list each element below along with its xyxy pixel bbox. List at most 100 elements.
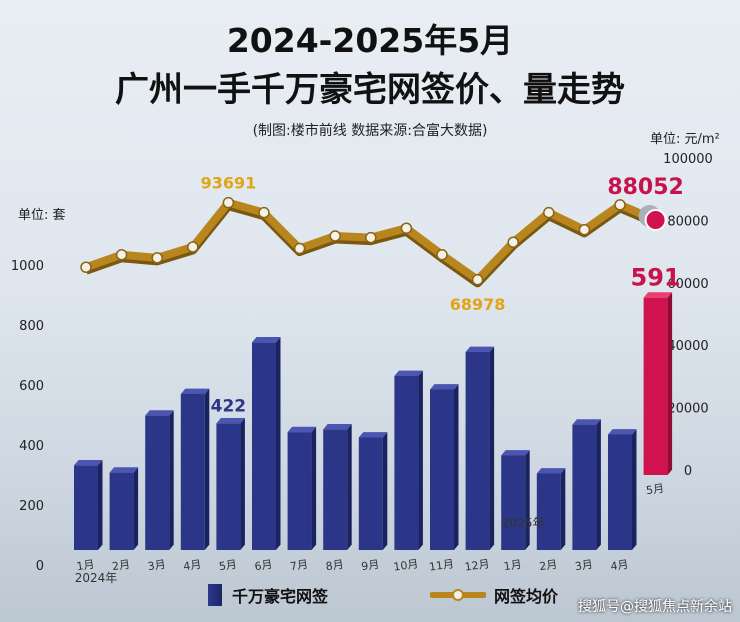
data-label: 422: [211, 396, 247, 416]
x-tick-label: 1月: [503, 558, 523, 573]
price-point: [543, 206, 555, 219]
x-tick-label: 6月: [254, 558, 274, 573]
price-point: [293, 242, 306, 255]
bar-top: [109, 467, 139, 473]
bar-top: [608, 429, 637, 435]
bar-side: [525, 450, 530, 550]
x-tick-label: 9月: [360, 558, 380, 573]
price-point: [507, 236, 519, 249]
bar: [358, 437, 383, 550]
bar: [536, 473, 561, 550]
legend-line-label: 网签均价: [494, 587, 559, 606]
bar-side: [98, 460, 103, 550]
x-tick-label: 5月: [218, 558, 238, 573]
bar: [323, 429, 348, 550]
bar-top: [216, 418, 245, 424]
bar-side: [560, 468, 566, 550]
bar: [74, 465, 98, 550]
x-tick-label: 8月: [325, 558, 345, 573]
legend-item-bar: 千万豪宅网签: [208, 583, 328, 607]
bar-side: [454, 384, 459, 550]
bar-side: [133, 467, 139, 550]
right-axis-tick: 100000: [663, 152, 713, 167]
price-point: [400, 222, 413, 234]
bar-side: [347, 424, 352, 550]
x-tick-label: 2月: [538, 558, 558, 573]
bar-side: [276, 337, 281, 550]
left-axis-tick: 800: [19, 319, 44, 334]
legend-line-swatch: [430, 589, 486, 601]
x-tick-label: 4月: [610, 558, 630, 573]
price-point: [471, 274, 484, 286]
left-axis-tick: 200: [19, 499, 44, 514]
x-tick-label: 3月: [574, 558, 594, 573]
bar-top: [323, 424, 352, 430]
bar-top: [74, 460, 103, 466]
bar-side: [311, 426, 317, 550]
bar-top: [287, 426, 317, 433]
left-axis-unit: 单位: 套: [18, 208, 66, 223]
price-point: [365, 231, 377, 244]
right-axis-tick: 0: [684, 464, 692, 479]
legend-item-line: 网签均价: [430, 583, 558, 607]
x-tick-label: 4月: [182, 558, 202, 573]
bar: [572, 424, 597, 550]
bar: [180, 394, 205, 550]
bar: [394, 376, 419, 550]
price-point-highlight: [644, 209, 667, 231]
legend-bar-swatch: [208, 584, 222, 606]
legend-bar-label: 千万豪宅网签: [232, 587, 329, 606]
bar: [109, 472, 134, 550]
bar-side: [632, 429, 637, 550]
year-label: 2025年: [502, 516, 545, 530]
price-line-shadow: [84, 201, 658, 288]
x-tick-label: 2月: [111, 558, 131, 573]
price-point: [187, 241, 199, 253]
bar: [643, 297, 668, 475]
bar-top: [430, 384, 459, 390]
data-label: 68978: [450, 295, 506, 314]
bar: [608, 434, 632, 550]
bar: [501, 455, 526, 550]
right-axis-unit: 单位: 元/m²: [650, 132, 720, 147]
left-axis-tick: 0: [36, 559, 44, 574]
footer-watermark: 搜狐号@搜狐焦点新余站: [578, 599, 732, 615]
right-axis-tick: 80000: [667, 214, 708, 229]
price-point: [614, 199, 626, 211]
price-point: [436, 249, 448, 261]
bar-top: [643, 292, 673, 298]
bar-top: [572, 419, 601, 425]
price-point: [80, 261, 92, 273]
bar-top: [536, 468, 566, 474]
x-tick-label: 7月: [289, 558, 309, 573]
x-tick-label: 12月: [464, 557, 491, 573]
source-note: (制图:楼市前线 数据来源:合富大数据): [252, 123, 488, 139]
x-tick-label: 11月: [428, 557, 455, 573]
chart-title-line1: 2024-2025年5月: [226, 21, 514, 60]
price-point: [258, 206, 270, 219]
bar-side: [418, 370, 423, 550]
price-point: [151, 252, 163, 264]
bar-side: [596, 419, 601, 550]
bar-top: [465, 346, 495, 352]
left-axis-tick: 400: [19, 439, 44, 454]
price-point: [578, 224, 591, 236]
bar-side: [240, 418, 245, 550]
bar-top: [358, 432, 388, 438]
left-axis-tick: 600: [19, 379, 44, 394]
bar: [216, 423, 241, 550]
x-tick-label: 3月: [147, 558, 167, 573]
x-tick-label: 1月: [76, 558, 96, 573]
price-point: [329, 230, 341, 242]
bar-top: [145, 410, 174, 416]
left-axis-tick: 1000: [11, 259, 44, 274]
bar-side: [204, 388, 210, 550]
bar-top: [501, 450, 530, 456]
year-label: 2024年: [75, 571, 118, 585]
bar: [252, 342, 276, 550]
price-point: [115, 249, 128, 261]
bar-top: [394, 370, 423, 376]
bar: [430, 389, 454, 550]
data-label: 591: [631, 264, 681, 292]
